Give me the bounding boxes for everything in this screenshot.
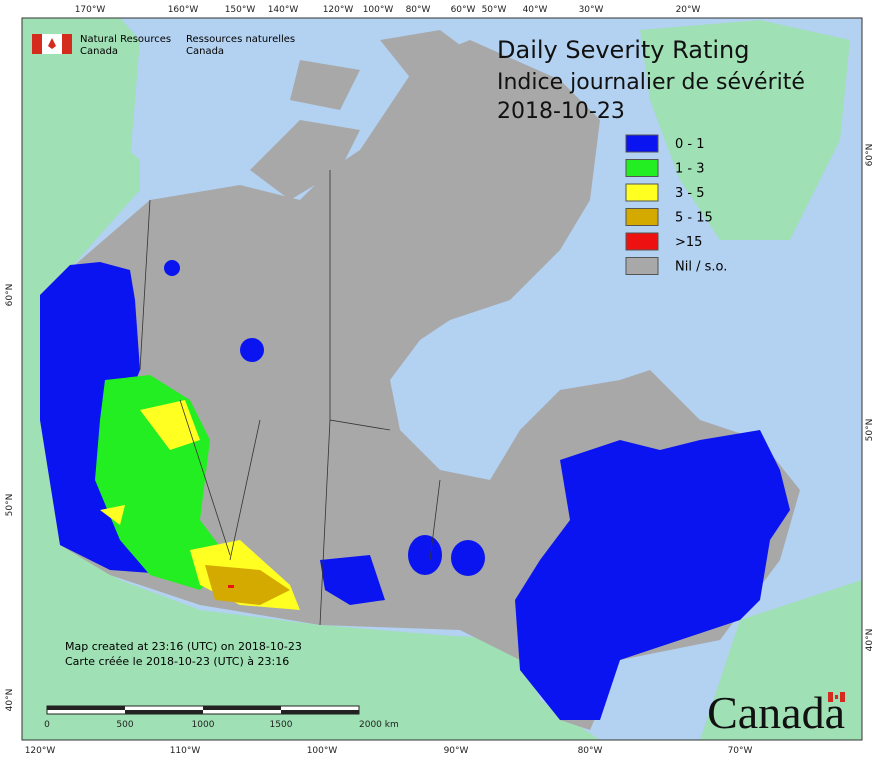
agency-fr: Ressources naturelles [186,34,295,45]
lon-label: 140°W [268,5,299,15]
agency-en: Canada [80,46,118,57]
usa-land [22,60,600,740]
scale-label: 2000 km [359,720,399,730]
atlantic-land [700,580,862,740]
dsr-extreme [228,585,234,588]
note: Carte créée le 2018-10-23 (UTC) à 23:16 [65,655,289,668]
legend-label: 1 - 3 [675,162,705,177]
scale-bar [46,705,360,715]
lon-label: 30°W [579,5,604,15]
lon-label: 100°W [363,5,394,15]
dsr-low-ontario [320,555,385,605]
lat-label: 60°N [5,284,15,307]
lon-label: 110°W [170,746,201,756]
lon-label: 150°W [225,5,256,15]
scale-label: 1500 [270,720,293,730]
hudson-bay [390,360,540,450]
legend-swatch [625,257,659,275]
wordmark-flag [828,692,833,702]
lon-label: 60°W [451,5,476,15]
lat-label: 40°N [865,629,875,652]
borders [139,170,441,626]
scale-seg [125,710,203,714]
scale-labels: 0 500 1000 1500 2000 km [44,720,399,730]
dsr-spot [240,338,264,362]
scale-label: 500 [116,720,133,730]
wordmark-flag [835,695,838,699]
lon-label: 50°W [482,5,507,15]
scale-seg [47,706,125,710]
lon-label: 70°W [728,746,753,756]
lat-label: 50°N [865,419,875,442]
lon-label: 120°W [323,5,354,15]
legend-swatch [625,159,659,177]
lon-label: 40°W [523,5,548,15]
legend-swatch [625,183,659,202]
flag-band [32,34,42,54]
lon-label: 90°W [444,746,469,756]
legend-label: 3 - 5 [675,186,705,201]
legend-label: >15 [675,235,702,250]
dsr-spot [164,260,180,276]
lon-label: 160°W [168,5,199,15]
title: Indice journalier de sévérité [497,70,805,95]
dsr-low-east [515,430,790,720]
lat-label: 60°N [865,144,875,167]
lon-label: 20°W [676,5,701,15]
lon-label: 120°W [25,746,56,756]
agency-en: Natural Resources [80,34,171,45]
flag-band [62,34,72,54]
legend-swatch [625,208,659,226]
wordmark: Canada [707,687,845,738]
dsr-moderate [95,375,230,590]
scale-seg [203,706,281,710]
legend-label: Nil / s.o. [675,260,727,275]
legend: 0 - 1 1 - 3 3 - 5 5 - 15 >15 Nil / s.o. [625,134,727,275]
legend-label: 5 - 15 [675,211,713,226]
dsr-very-high [205,565,290,605]
scale-seg [281,710,359,714]
dsr-high [100,400,300,610]
lat-label: 50°N [5,494,15,517]
agency-fr: Canada [186,46,224,57]
wordmark-flag [840,692,845,702]
title: Daily Severity Rating [497,36,749,64]
scale-label: 0 [44,720,50,730]
legend-swatch [625,134,659,153]
dsr-spot [451,540,485,576]
flag-leaf [48,38,56,49]
lon-label: 170°W [75,5,106,15]
note: Map created at 23:16 (UTC) on 2018-10-23 [65,640,302,653]
legend-swatch [625,232,659,251]
lon-label: 80°W [406,5,431,15]
greenland [640,20,850,240]
dsr-spot [408,535,442,575]
arctic-islands [250,30,480,200]
map-border [21,17,863,741]
lon-label: 100°W [307,746,338,756]
lon-label: 80°W [578,746,603,756]
graticule-labels: 170°W 160°W 150°W 140°W 120°W 100°W 80°W 60°W 50… [5,5,875,756]
scale-label: 1000 [192,720,215,730]
legend-label: 0 - 1 [675,137,705,152]
date: 2018-10-23 [497,99,625,124]
lat-label: 40°N [5,689,15,712]
